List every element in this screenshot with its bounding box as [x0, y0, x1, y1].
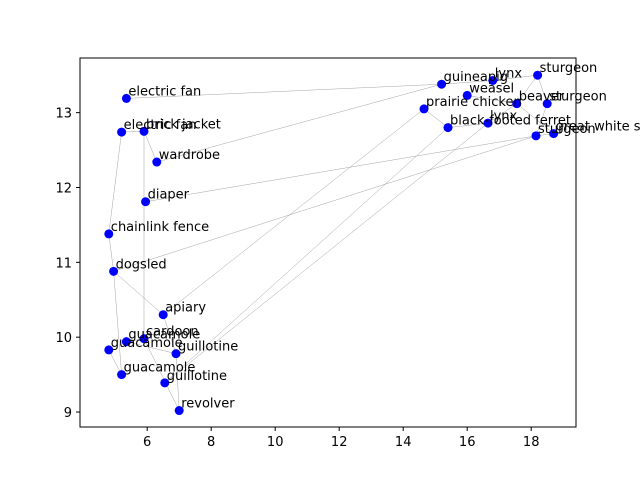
data-point	[174, 406, 184, 416]
x-tick-label: 12	[331, 435, 348, 450]
point-label: brick jacket	[146, 117, 221, 132]
data-point	[171, 349, 181, 359]
edge-line	[537, 75, 548, 104]
data-point	[109, 266, 119, 276]
edge-line	[156, 83, 442, 163]
point-label: guillotine	[167, 369, 227, 384]
edge-line	[108, 349, 122, 375]
edge-line	[143, 131, 158, 163]
point-label: electric fan	[128, 84, 201, 99]
data-point	[542, 99, 552, 109]
edge-line	[143, 338, 180, 411]
x-tick-label: 14	[395, 435, 412, 450]
data-point	[533, 70, 543, 80]
data-point	[488, 75, 498, 85]
data-point	[117, 370, 127, 380]
edge-line	[516, 103, 554, 134]
data-point	[141, 197, 151, 207]
y-tick-label: 12	[55, 181, 72, 196]
edges-layer	[108, 74, 554, 411]
data-point	[160, 378, 170, 388]
point-label: guillotine	[178, 340, 238, 355]
edge-line	[113, 271, 122, 375]
point-label: apiary	[165, 301, 206, 316]
edge-line	[108, 132, 122, 234]
point-label: prairie chicken	[426, 95, 522, 110]
x-axis-ticks: 6 8 10 12 14 16 18	[143, 427, 539, 450]
data-point	[483, 118, 493, 128]
y-axis-ticks: 9 10 11 12 13	[55, 107, 80, 421]
point-label: black-footed ferret	[450, 114, 571, 129]
data-point	[437, 79, 447, 89]
edge-line	[164, 127, 449, 384]
y-tick-label: 9	[64, 406, 72, 421]
edge-line	[164, 122, 489, 384]
y-tick-label: 13	[55, 107, 72, 122]
edge-line	[492, 74, 538, 81]
data-point	[443, 123, 453, 133]
point-label: guineapig	[444, 70, 508, 85]
data-point	[121, 337, 131, 347]
data-point	[419, 104, 429, 114]
data-point	[512, 99, 522, 109]
point-label: guacamole	[111, 336, 183, 351]
edge-line	[163, 108, 425, 315]
data-point	[121, 93, 131, 103]
edge-line	[535, 103, 548, 136]
points-layer	[104, 70, 559, 416]
x-tick-label: 16	[459, 435, 476, 450]
point-label: lynx	[495, 66, 523, 81]
data-point	[139, 126, 149, 136]
point-label: chainlink fence	[111, 220, 209, 235]
point-label: sturgeon	[540, 61, 598, 76]
data-point	[117, 127, 127, 137]
data-point	[152, 157, 162, 167]
edge-line	[516, 75, 538, 104]
edge-line	[126, 83, 442, 99]
y-tick-label: 11	[55, 256, 72, 271]
point-label: lynx	[490, 109, 518, 124]
point-label: beaver	[519, 90, 565, 105]
point-label: revolver	[181, 397, 235, 412]
data-point	[531, 131, 541, 141]
point-label: electric fan	[124, 118, 197, 133]
data-point	[104, 229, 114, 239]
edge-line	[108, 233, 114, 272]
x-tick-label: 6	[143, 435, 151, 450]
point-label: sturgeon	[538, 122, 596, 137]
data-point	[158, 310, 168, 320]
data-point	[462, 90, 472, 100]
edge-line	[423, 108, 449, 128]
data-point	[139, 334, 149, 344]
plot-frame	[79, 57, 577, 428]
x-tick-label: 18	[523, 435, 540, 450]
edge-line	[441, 80, 493, 85]
data-point	[549, 129, 559, 139]
edge-line	[113, 135, 537, 272]
edge-line	[447, 122, 489, 128]
edge-line	[126, 341, 177, 354]
x-tick-label: 10	[267, 435, 284, 450]
edge-line	[175, 353, 180, 411]
edge-line	[113, 271, 164, 315]
point-label: diaper	[148, 188, 190, 203]
point-label: great white shark	[556, 120, 640, 135]
point-label: sturgeon	[549, 90, 607, 105]
edge-line	[487, 103, 517, 124]
edge-line	[162, 314, 177, 354]
point-label: guacamole	[124, 361, 196, 376]
point-label: guacamole	[128, 328, 200, 343]
point-label: wardrobe	[159, 148, 220, 163]
point-label: dogsled	[116, 257, 167, 272]
point-label: cardoon	[146, 325, 199, 340]
x-tick-label: 8	[207, 435, 215, 450]
point-label: weasel	[469, 81, 514, 96]
data-point	[104, 345, 114, 355]
y-tick-label: 10	[55, 331, 72, 346]
edge-line	[467, 95, 517, 104]
edge-line	[145, 135, 537, 202]
